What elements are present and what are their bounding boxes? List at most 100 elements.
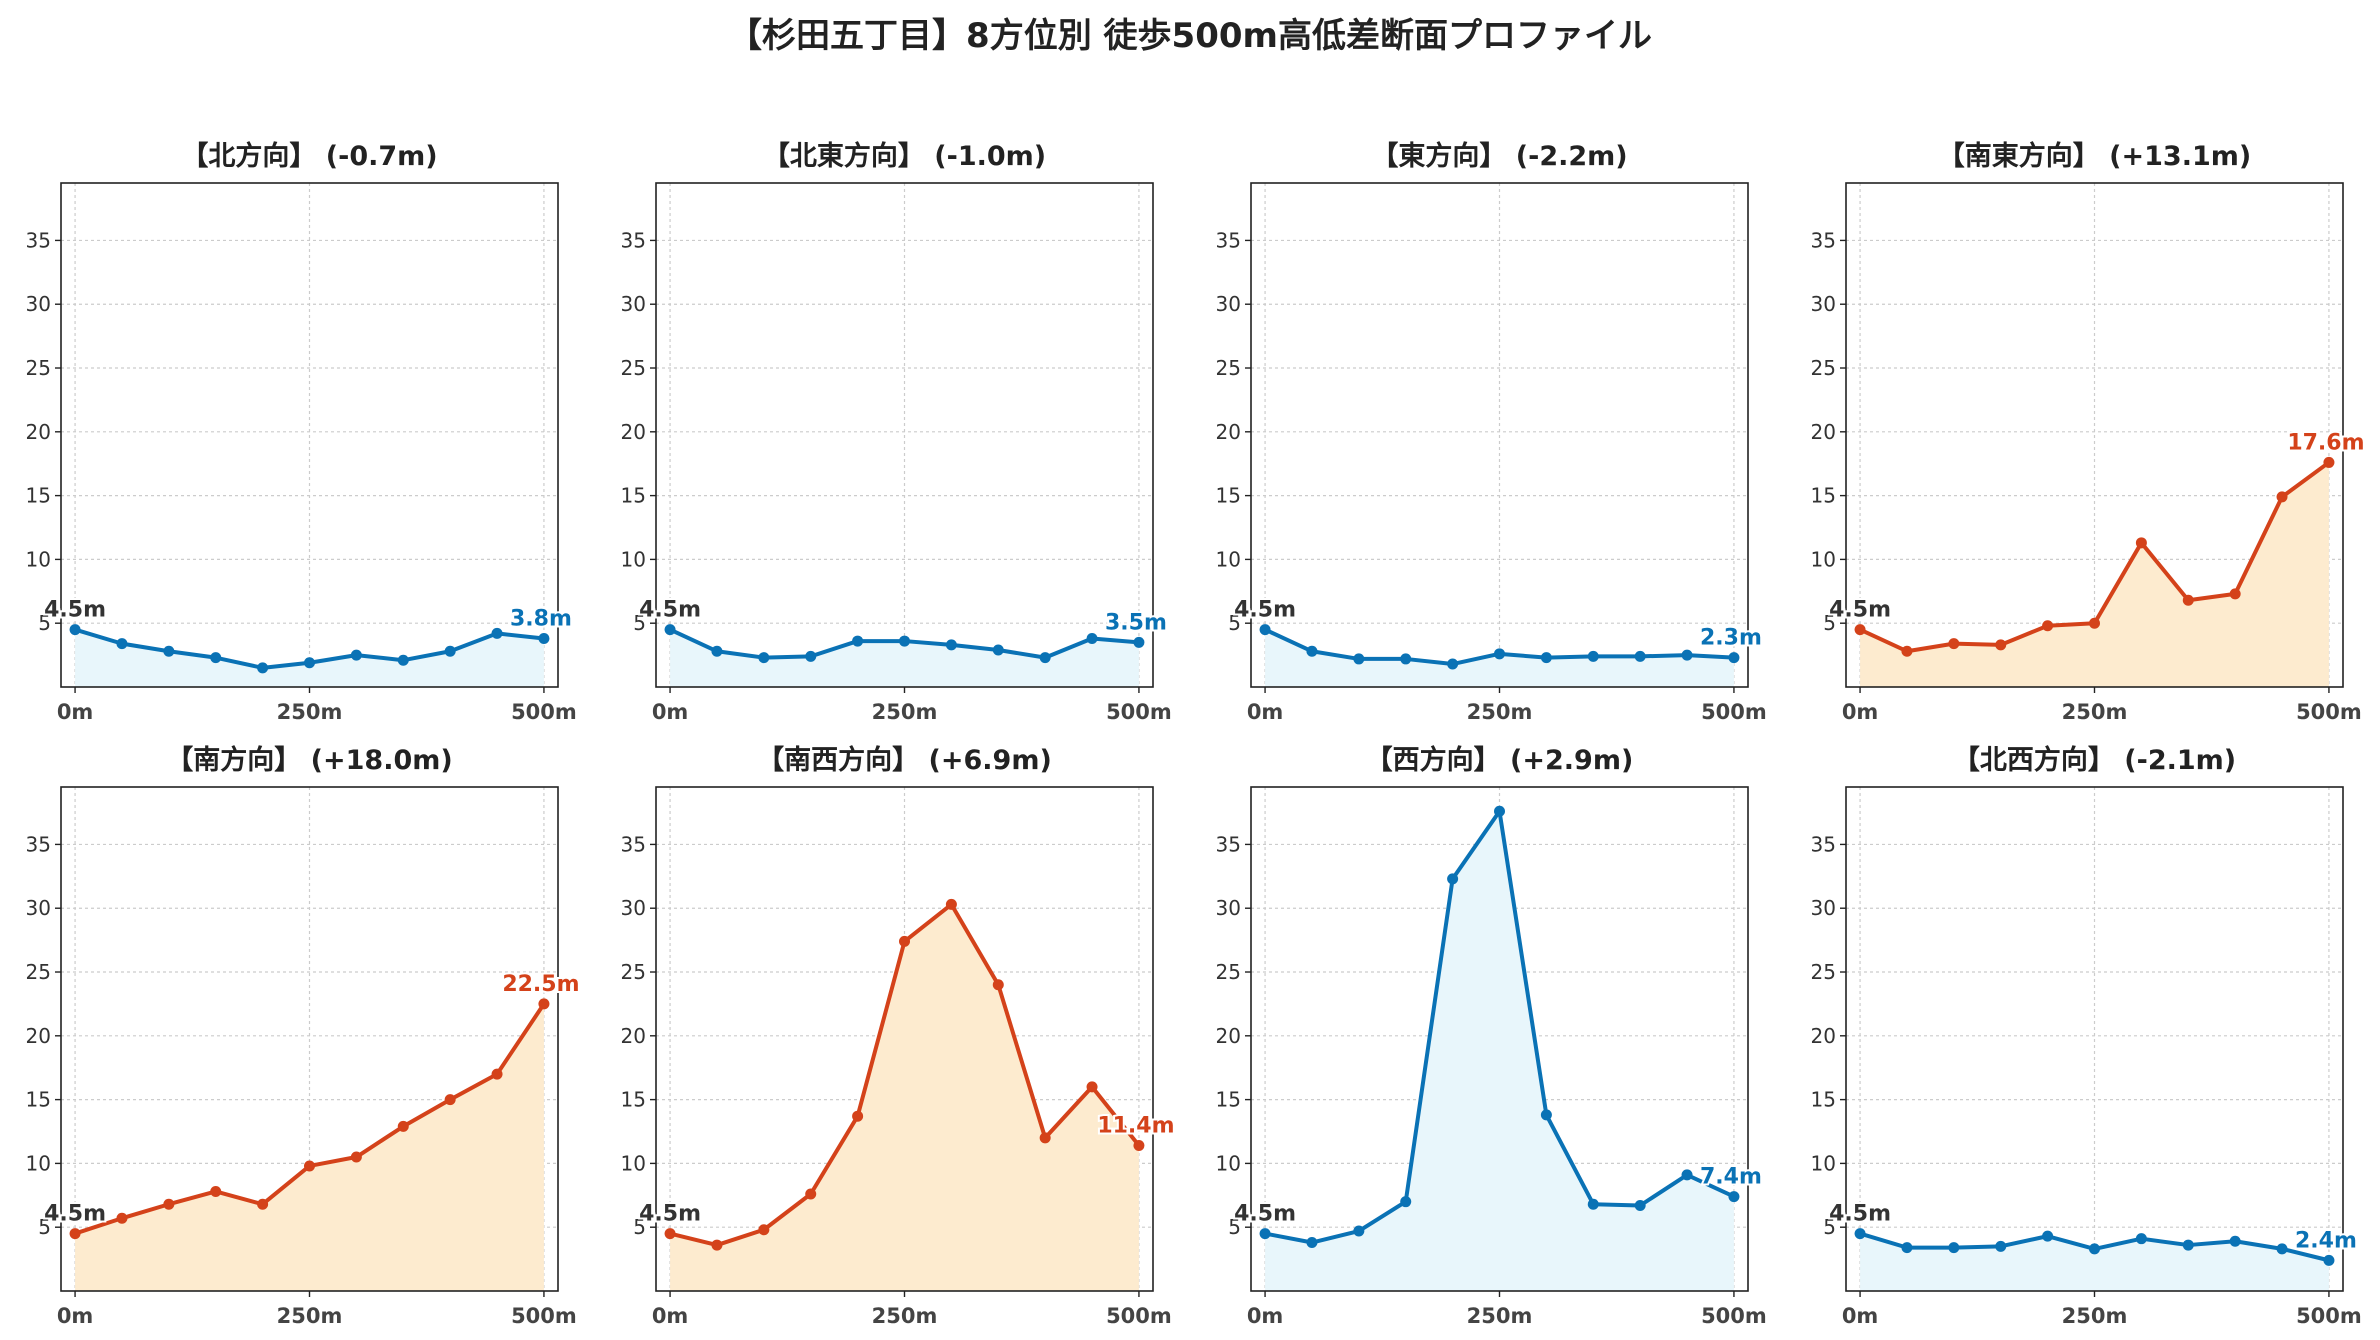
x-tick-label: 250m	[2062, 1304, 2128, 1328]
data-point	[1400, 653, 1412, 665]
y-tick-label: 35	[26, 228, 51, 252]
data-point	[1948, 638, 1960, 650]
panel-title: 【北方向】 (-0.7m)	[181, 140, 437, 172]
data-point	[805, 650, 817, 662]
data-point	[538, 998, 550, 1010]
panel-title: 【北西方向】 (-2.1m)	[1953, 744, 2236, 776]
data-point	[1039, 652, 1051, 664]
start-value-label: 4.5m	[639, 1202, 701, 1227]
y-tick-label: 10	[1216, 547, 1241, 571]
data-point	[1540, 1109, 1552, 1121]
y-tick-label: 25	[1811, 960, 1836, 984]
data-point	[852, 635, 864, 647]
y-tick-label: 15	[1811, 484, 1836, 508]
end-value-label: 3.5m	[1105, 610, 1167, 635]
y-tick-label: 15	[621, 1088, 646, 1112]
end-value-label: 11.4m	[1097, 1114, 1174, 1139]
y-tick-label: 5	[1228, 611, 1241, 635]
x-tick-label: 250m	[277, 1304, 343, 1328]
y-tick-label: 5	[38, 611, 51, 635]
y-tick-label: 15	[1216, 1088, 1241, 1112]
panel-title: 【南西方向】 (+6.9m)	[757, 744, 1052, 776]
data-point	[1728, 652, 1740, 664]
data-point	[2323, 1254, 2335, 1266]
y-tick-label: 25	[26, 960, 51, 984]
data-point	[2135, 537, 2147, 549]
data-point	[664, 1228, 676, 1240]
data-point	[397, 654, 409, 666]
x-tick-label: 0m	[1842, 1304, 1879, 1328]
y-tick-label: 10	[1811, 547, 1836, 571]
end-value-label: 7.4m	[1700, 1165, 1762, 1190]
data-point	[1494, 648, 1505, 660]
x-tick-label: 0m	[652, 1304, 689, 1328]
data-point	[852, 1110, 864, 1122]
data-point	[444, 645, 456, 657]
y-tick-label: 30	[1811, 896, 1836, 920]
data-point	[992, 979, 1004, 991]
x-tick-label: 500m	[2296, 1304, 2362, 1328]
y-tick-label: 10	[26, 547, 51, 571]
x-tick-label: 250m	[277, 700, 343, 724]
data-point	[1447, 873, 1459, 885]
x-tick-label: 0m	[1247, 1304, 1284, 1328]
panel-title: 【北東方向】 (-1.0m)	[763, 140, 1046, 172]
start-value-label: 4.5m	[1829, 598, 1891, 623]
y-tick-label: 15	[1811, 1088, 1836, 1112]
data-point	[1948, 1242, 1960, 1254]
x-tick-label: 500m	[511, 700, 577, 724]
data-point	[1259, 624, 1271, 636]
data-point	[2089, 617, 2100, 629]
panel-title: 【南方向】 (+18.0m)	[166, 744, 452, 776]
data-point	[711, 645, 723, 657]
x-tick-label: 500m	[1106, 1304, 1172, 1328]
y-tick-label: 30	[621, 292, 646, 316]
data-point	[2323, 456, 2335, 468]
data-point	[899, 935, 910, 947]
y-tick-label: 30	[1216, 292, 1241, 316]
y-tick-label: 30	[26, 896, 51, 920]
y-tick-label: 25	[1216, 356, 1241, 380]
data-point	[491, 1068, 503, 1080]
chart-panel: 【西方向】 (+2.9m) 5 10 15 20 25 30 35 0m 250m 500m 4.5m…	[1216, 744, 1767, 1328]
data-point	[210, 652, 222, 664]
y-tick-label: 20	[1811, 420, 1836, 444]
chart-panel: 【北方向】 (-0.7m) 5 10 15 20 25 30 35 0m 250m 500m 4.5m…	[26, 140, 577, 724]
data-point	[2135, 1233, 2147, 1245]
data-point	[2182, 1239, 2194, 1251]
y-tick-label: 35	[26, 832, 51, 856]
data-point	[945, 639, 957, 651]
data-point	[2229, 588, 2241, 600]
data-point	[1494, 805, 1505, 817]
data-point	[945, 898, 957, 910]
data-point	[163, 1198, 175, 1210]
y-tick-label: 20	[1811, 1024, 1836, 1048]
data-point	[1681, 1169, 1693, 1181]
data-point	[1353, 1225, 1365, 1237]
area-fill	[1265, 811, 1734, 1291]
area-fill	[75, 1003, 544, 1291]
data-point	[1681, 649, 1693, 661]
y-tick-label: 20	[621, 420, 646, 444]
y-tick-label: 35	[621, 832, 646, 856]
data-point	[350, 1151, 362, 1163]
data-point	[1259, 1228, 1271, 1240]
x-tick-label: 0m	[1247, 700, 1284, 724]
chart-panel: 【南方向】 (+18.0m) 5 10 15 20 25 30 35 0m 250m 500m 4.5…	[26, 744, 582, 1328]
data-point	[899, 635, 910, 647]
chart-panel: 【南西方向】 (+6.9m) 5 10 15 20 25 30 35 0m 250m 500m 4.5…	[621, 744, 1177, 1328]
data-point	[491, 627, 503, 639]
x-tick-label: 500m	[2296, 700, 2362, 724]
data-point	[538, 633, 550, 645]
x-tick-label: 250m	[872, 700, 938, 724]
start-value-label: 4.5m	[639, 598, 701, 623]
data-point	[1995, 639, 2007, 651]
x-tick-label: 250m	[1467, 1304, 1533, 1328]
y-tick-label: 15	[26, 484, 51, 508]
y-tick-label: 10	[621, 1151, 646, 1175]
area-fill	[75, 629, 544, 687]
end-value-label: 22.5m	[502, 972, 579, 997]
data-point	[2042, 1230, 2054, 1242]
end-value-label: 2.3m	[1700, 626, 1762, 651]
